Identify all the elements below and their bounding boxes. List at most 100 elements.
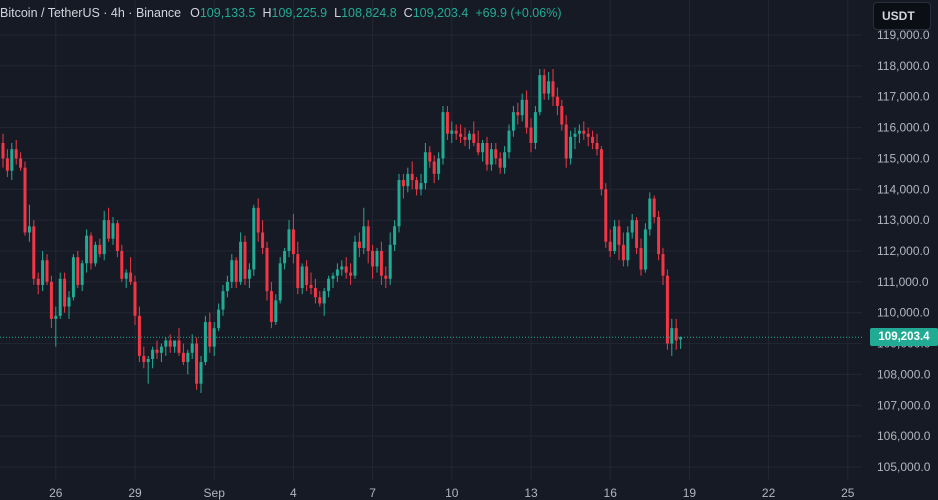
candle-body bbox=[247, 269, 251, 279]
candle-body bbox=[520, 99, 524, 116]
candle-up bbox=[203, 315, 207, 366]
candle-body bbox=[67, 297, 71, 307]
candle-body bbox=[445, 112, 449, 134]
candle-up bbox=[230, 254, 234, 289]
candle-body bbox=[27, 226, 31, 233]
price-axis[interactable]: 105,000.0106,000.0107,000.0108,000.0109,… bbox=[877, 28, 931, 474]
candle-body bbox=[454, 130, 458, 134]
candle-body bbox=[503, 152, 507, 168]
candle-down bbox=[234, 257, 238, 289]
candle-down bbox=[516, 102, 520, 125]
candle-up bbox=[159, 343, 163, 363]
candle-body bbox=[32, 226, 36, 279]
candle-body bbox=[318, 297, 322, 304]
candle-body bbox=[146, 359, 150, 363]
candle-body bbox=[648, 198, 652, 230]
candle-body bbox=[217, 309, 221, 329]
time-axis[interactable]: 32629Sep47101316192225 bbox=[0, 486, 855, 500]
close-label: C bbox=[403, 6, 413, 20]
candle-body bbox=[203, 321, 207, 363]
candle-down bbox=[494, 143, 498, 165]
candle-body bbox=[1, 143, 5, 159]
candle-body bbox=[76, 257, 80, 285]
candle-body bbox=[604, 189, 608, 242]
candle-body bbox=[401, 180, 405, 187]
candle-up bbox=[441, 105, 445, 165]
candle-body bbox=[357, 241, 361, 248]
candle-up bbox=[397, 173, 401, 233]
candle-up bbox=[300, 263, 304, 295]
candle-up bbox=[489, 143, 493, 171]
candle-body bbox=[283, 251, 287, 264]
candle-body bbox=[481, 143, 485, 153]
x-tick-label: 19 bbox=[683, 486, 697, 500]
candle-body bbox=[388, 244, 392, 279]
candle-down bbox=[485, 136, 489, 171]
candle-up bbox=[93, 241, 97, 267]
candle-body bbox=[225, 281, 229, 292]
candle-body bbox=[89, 235, 93, 264]
candle-down bbox=[313, 278, 317, 304]
x-tick-label: 22 bbox=[762, 486, 776, 500]
candle-body bbox=[538, 75, 542, 113]
x-tick-label: 4 bbox=[290, 486, 297, 500]
candle-body bbox=[327, 278, 331, 292]
candle-body bbox=[349, 272, 353, 276]
candle-body bbox=[516, 112, 520, 116]
candle-body bbox=[525, 99, 529, 128]
candle-body bbox=[595, 143, 599, 150]
y-tick-label: 114,000.0 bbox=[877, 182, 930, 196]
candle-up bbox=[217, 303, 221, 332]
candle-down bbox=[621, 232, 625, 267]
candle-up bbox=[239, 232, 243, 285]
candle-down bbox=[19, 152, 23, 171]
candle-body bbox=[142, 355, 146, 363]
candle-body bbox=[415, 180, 419, 190]
candle-body bbox=[441, 112, 445, 159]
candle-up bbox=[503, 146, 507, 174]
candle-body bbox=[459, 133, 463, 137]
candle-down bbox=[635, 217, 639, 255]
candle-body bbox=[635, 220, 639, 248]
currency-button[interactable]: USDT bbox=[873, 2, 931, 30]
x-tick-label: 13 bbox=[524, 486, 538, 500]
candle-up bbox=[419, 173, 423, 196]
chart-grid bbox=[0, 0, 862, 480]
candle-body bbox=[542, 75, 546, 94]
candle-up bbox=[58, 272, 62, 319]
candle-body bbox=[533, 112, 537, 143]
candle-up bbox=[511, 105, 515, 137]
y-tick-label: 105,000.0 bbox=[877, 460, 931, 474]
candle-body bbox=[485, 143, 489, 165]
candle-body bbox=[379, 251, 383, 276]
candle-body bbox=[591, 136, 595, 143]
candle-down bbox=[261, 220, 265, 255]
y-tick-label: 111,000.0 bbox=[877, 275, 929, 289]
candle-body bbox=[450, 130, 454, 134]
candle-down bbox=[459, 124, 463, 143]
y-tick-label: 118,000.0 bbox=[877, 59, 930, 73]
candle-up bbox=[406, 167, 410, 193]
candle-up bbox=[533, 105, 537, 150]
candle-down bbox=[432, 155, 436, 184]
candle-body bbox=[639, 247, 643, 270]
candle-up bbox=[80, 260, 84, 292]
candle-body bbox=[661, 254, 665, 276]
candle-down bbox=[32, 220, 36, 285]
candle-down bbox=[63, 272, 67, 313]
candle-up bbox=[102, 210, 106, 261]
y-tick-label: 107,000.0 bbox=[877, 398, 931, 412]
candle-down bbox=[586, 127, 590, 147]
candle-up bbox=[27, 204, 31, 242]
candle-up bbox=[353, 235, 357, 279]
candle-body bbox=[195, 343, 199, 384]
candle-body bbox=[423, 152, 427, 184]
candle-up bbox=[287, 220, 291, 258]
candle-body bbox=[560, 105, 564, 125]
candle-up bbox=[507, 124, 511, 159]
candle-down bbox=[661, 247, 665, 285]
candle-down bbox=[472, 121, 476, 147]
candle-down bbox=[582, 121, 586, 140]
candle-body bbox=[626, 232, 630, 261]
